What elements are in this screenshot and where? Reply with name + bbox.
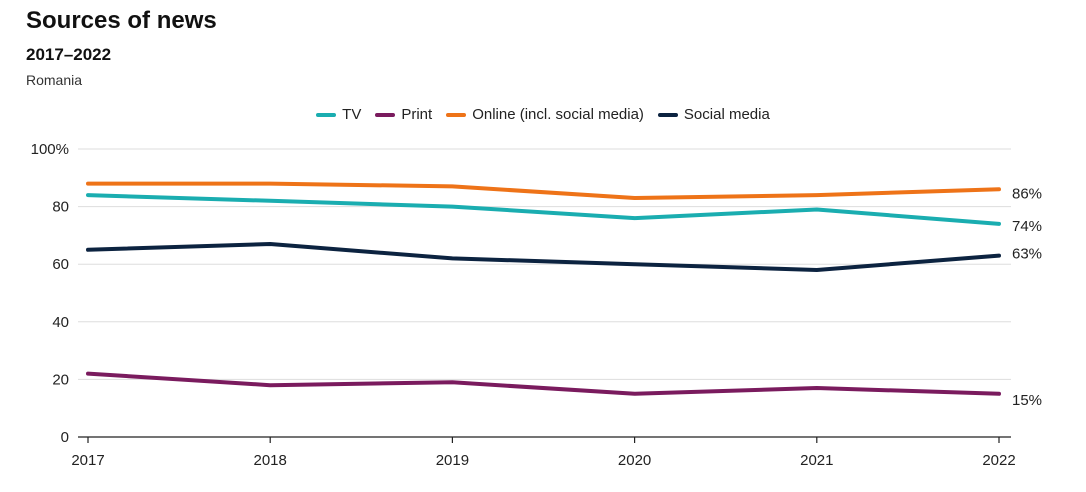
y-tick-label-1: 20 xyxy=(52,371,69,388)
legend-label-social-media: Social media xyxy=(683,106,770,123)
legend-item-online[interactable]: Online (incl. social media) xyxy=(446,106,644,123)
series-line-social-media xyxy=(86,242,1001,272)
end-label-social-media: 63% xyxy=(1012,246,1042,263)
y-tick-label-0: 0 xyxy=(61,429,69,446)
legend-item-social-media[interactable]: Social media xyxy=(657,106,770,123)
series-line-print xyxy=(86,371,1001,396)
y-tick-label-4: 80 xyxy=(52,199,69,216)
legend-label-print: Print xyxy=(401,106,433,123)
y-tick-label-3: 60 xyxy=(52,256,69,273)
legend-swatch-tv xyxy=(316,112,337,117)
x-tick-label-2017: 2017 xyxy=(71,452,104,469)
end-label-tv: 74% xyxy=(1012,218,1042,235)
legend-swatch-online xyxy=(446,112,467,117)
legend-label-online: Online (incl. social media) xyxy=(472,106,644,123)
chart-subtitle: 2017–2022 xyxy=(26,45,112,64)
series-line-online-incl-social-media xyxy=(86,181,1001,200)
chart-title: Sources of news xyxy=(26,7,217,34)
chart-legend: TV Print Online (incl. social media) Soc… xyxy=(0,106,1086,123)
x-tick-label-2022: 2022 xyxy=(982,452,1015,469)
chart-region: Romania xyxy=(26,72,83,88)
y-tick-label-2: 40 xyxy=(52,314,69,331)
y-tick-label-5: 100% xyxy=(31,141,69,158)
end-label-online-incl-social-media: 86% xyxy=(1012,185,1042,202)
x-tick-label-2019: 2019 xyxy=(436,452,469,469)
x-tick-label-2021: 2021 xyxy=(800,452,833,469)
legend-swatch-print xyxy=(375,112,396,117)
end-label-print: 15% xyxy=(1012,392,1042,409)
legend-item-tv[interactable]: TV xyxy=(316,106,361,123)
x-tick-label-2020: 2020 xyxy=(618,452,651,469)
x-tick-label-2018: 2018 xyxy=(254,452,287,469)
legend-swatch-social-media xyxy=(657,112,678,117)
series-line-tv xyxy=(86,193,1001,226)
legend-item-print[interactable]: Print xyxy=(375,106,432,123)
legend-label-tv: TV xyxy=(342,106,362,123)
